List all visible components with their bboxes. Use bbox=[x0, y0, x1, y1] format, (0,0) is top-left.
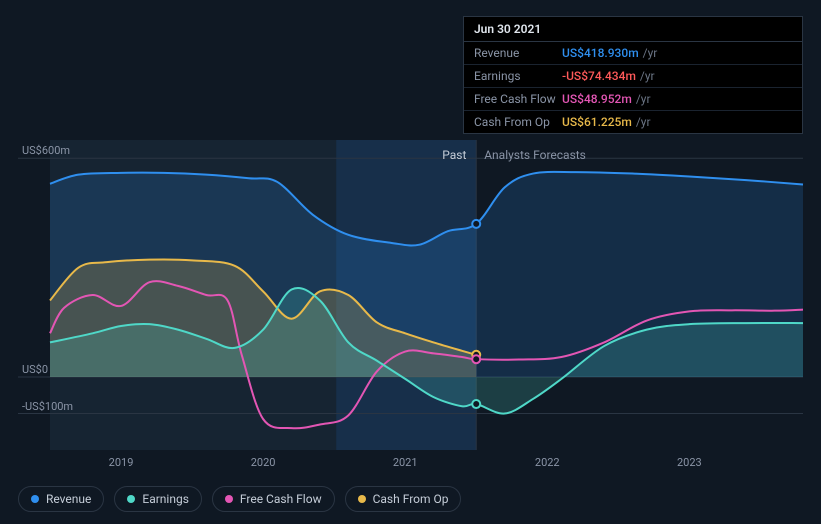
tooltip-label: Revenue bbox=[474, 46, 562, 60]
legend-item-revenue[interactable]: Revenue bbox=[18, 486, 104, 512]
tooltip-row-fcf: Free Cash Flow US$48.952m /yr bbox=[464, 88, 802, 111]
tooltip-value: US$48.952m bbox=[562, 92, 632, 106]
legend-label: Revenue bbox=[46, 492, 91, 506]
tooltip-label: Free Cash Flow bbox=[474, 92, 562, 106]
tooltip-value: US$418.930m bbox=[562, 46, 639, 60]
y-axis-label: US$0 bbox=[22, 363, 48, 376]
x-axis-label: 2019 bbox=[109, 456, 134, 469]
legend-dot bbox=[127, 495, 135, 503]
tooltip-label: Earnings bbox=[474, 69, 562, 83]
section-label-forecast: Analysts Forecasts bbox=[484, 148, 586, 162]
tooltip-unit: /yr bbox=[636, 115, 651, 129]
y-axis-label: US$600m bbox=[22, 144, 70, 157]
legend-item-fcf[interactable]: Free Cash Flow bbox=[212, 486, 335, 512]
legend-item-earnings[interactable]: Earnings bbox=[114, 486, 202, 512]
tooltip-unit: /yr bbox=[643, 46, 658, 60]
tooltip-unit: /yr bbox=[640, 69, 655, 83]
legend: Revenue Earnings Free Cash Flow Cash Fro… bbox=[18, 486, 461, 512]
x-axis-label: 2020 bbox=[251, 456, 276, 469]
tooltip-date: Jun 30 2021 bbox=[464, 17, 802, 42]
tooltip-value: -US$74.434m bbox=[562, 69, 636, 83]
y-axis-label: -US$100m bbox=[22, 400, 73, 413]
tooltip-row-cfop: Cash From Op US$61.225m /yr bbox=[464, 111, 802, 133]
x-axis-label: 2021 bbox=[393, 456, 418, 469]
legend-dot bbox=[31, 495, 39, 503]
tooltip-row-revenue: Revenue US$418.930m /yr bbox=[464, 42, 802, 65]
section-label-past: Past bbox=[442, 148, 466, 162]
x-axis-label: 2023 bbox=[677, 456, 702, 469]
legend-label: Cash From Op bbox=[373, 492, 449, 506]
legend-dot bbox=[225, 495, 233, 503]
tooltip-value: US$61.225m bbox=[562, 115, 632, 129]
legend-item-cfop[interactable]: Cash From Op bbox=[345, 486, 462, 512]
x-axis-label: 2022 bbox=[535, 456, 560, 469]
data-tooltip: Jun 30 2021 Revenue US$418.930m /yr Earn… bbox=[463, 16, 803, 134]
legend-label: Free Cash Flow bbox=[240, 492, 322, 506]
tooltip-row-earnings: Earnings -US$74.434m /yr bbox=[464, 65, 802, 88]
tooltip-unit: /yr bbox=[636, 92, 651, 106]
legend-dot bbox=[358, 495, 366, 503]
legend-label: Earnings bbox=[142, 492, 189, 506]
tooltip-label: Cash From Op bbox=[474, 115, 562, 129]
chart-container: Jun 30 2021 Revenue US$418.930m /yr Earn… bbox=[0, 0, 821, 524]
